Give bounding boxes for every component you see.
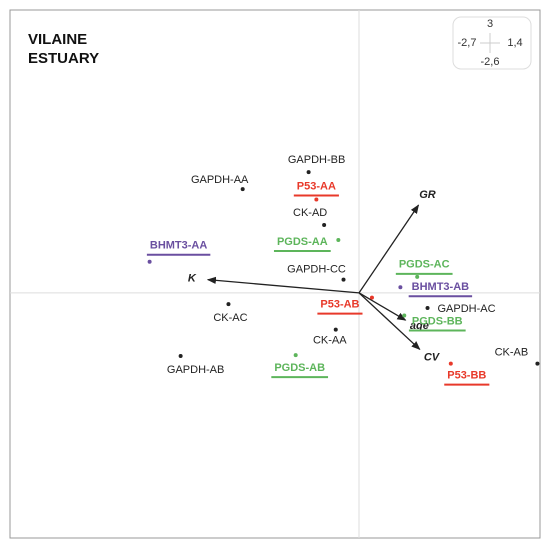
point: [336, 238, 341, 243]
arrow: [358, 204, 420, 294]
point: [425, 305, 430, 310]
point-label: CK-AC: [213, 312, 247, 324]
arrow-label: CV: [424, 352, 441, 364]
point-label: PGDS-AB: [274, 362, 325, 374]
point: [178, 354, 183, 359]
arrow-label: GR: [419, 189, 436, 201]
point: [341, 277, 346, 282]
x-tick-label: 1,4: [507, 37, 522, 49]
arrow-label: K: [188, 273, 197, 285]
point: [333, 327, 338, 332]
point-label: CK-AA: [313, 335, 347, 347]
arrow: [206, 276, 360, 294]
point-label: CK-AB: [495, 346, 529, 358]
point: [535, 361, 540, 366]
point: [306, 170, 311, 175]
point-label: GAPDH-AC: [438, 303, 496, 315]
frame: [9, 9, 541, 539]
point-label: PGDS-AA: [277, 236, 328, 248]
point: [240, 187, 245, 192]
arrow: [358, 292, 407, 321]
point: [293, 353, 298, 358]
arrow: [358, 292, 421, 351]
point: [402, 313, 407, 318]
point: [322, 222, 327, 227]
point-label: BHMT3-AB: [412, 281, 469, 293]
point-label: P53-AA: [297, 180, 336, 192]
point: [448, 361, 453, 366]
point-label: GAPDH-BB: [288, 154, 345, 166]
point-label: GAPDH-CC: [287, 264, 346, 276]
y-tick-label: 3: [487, 18, 493, 30]
point-label: BHMT3-AA: [150, 240, 207, 252]
point-label: GAPDH-AB: [167, 364, 224, 376]
point-label: PGDS-BB: [412, 315, 463, 327]
x-tick-label: -2,7: [458, 37, 477, 49]
point-label: GAPDH-AA: [191, 174, 249, 186]
point: [415, 274, 420, 279]
y-tick-label: -2,6: [481, 56, 500, 68]
point-label: CK-AD: [293, 207, 327, 219]
point: [314, 197, 319, 202]
arrow-label: age: [410, 320, 429, 332]
point: [147, 259, 152, 264]
chart-title: VILAINE ESTUARY: [28, 31, 100, 67]
point-label: P53-BB: [447, 369, 486, 381]
point-label: P53-AB: [320, 298, 359, 310]
point-label: PGDS-AC: [399, 259, 450, 271]
point: [398, 285, 403, 290]
point: [226, 302, 231, 307]
point: [369, 295, 374, 300]
